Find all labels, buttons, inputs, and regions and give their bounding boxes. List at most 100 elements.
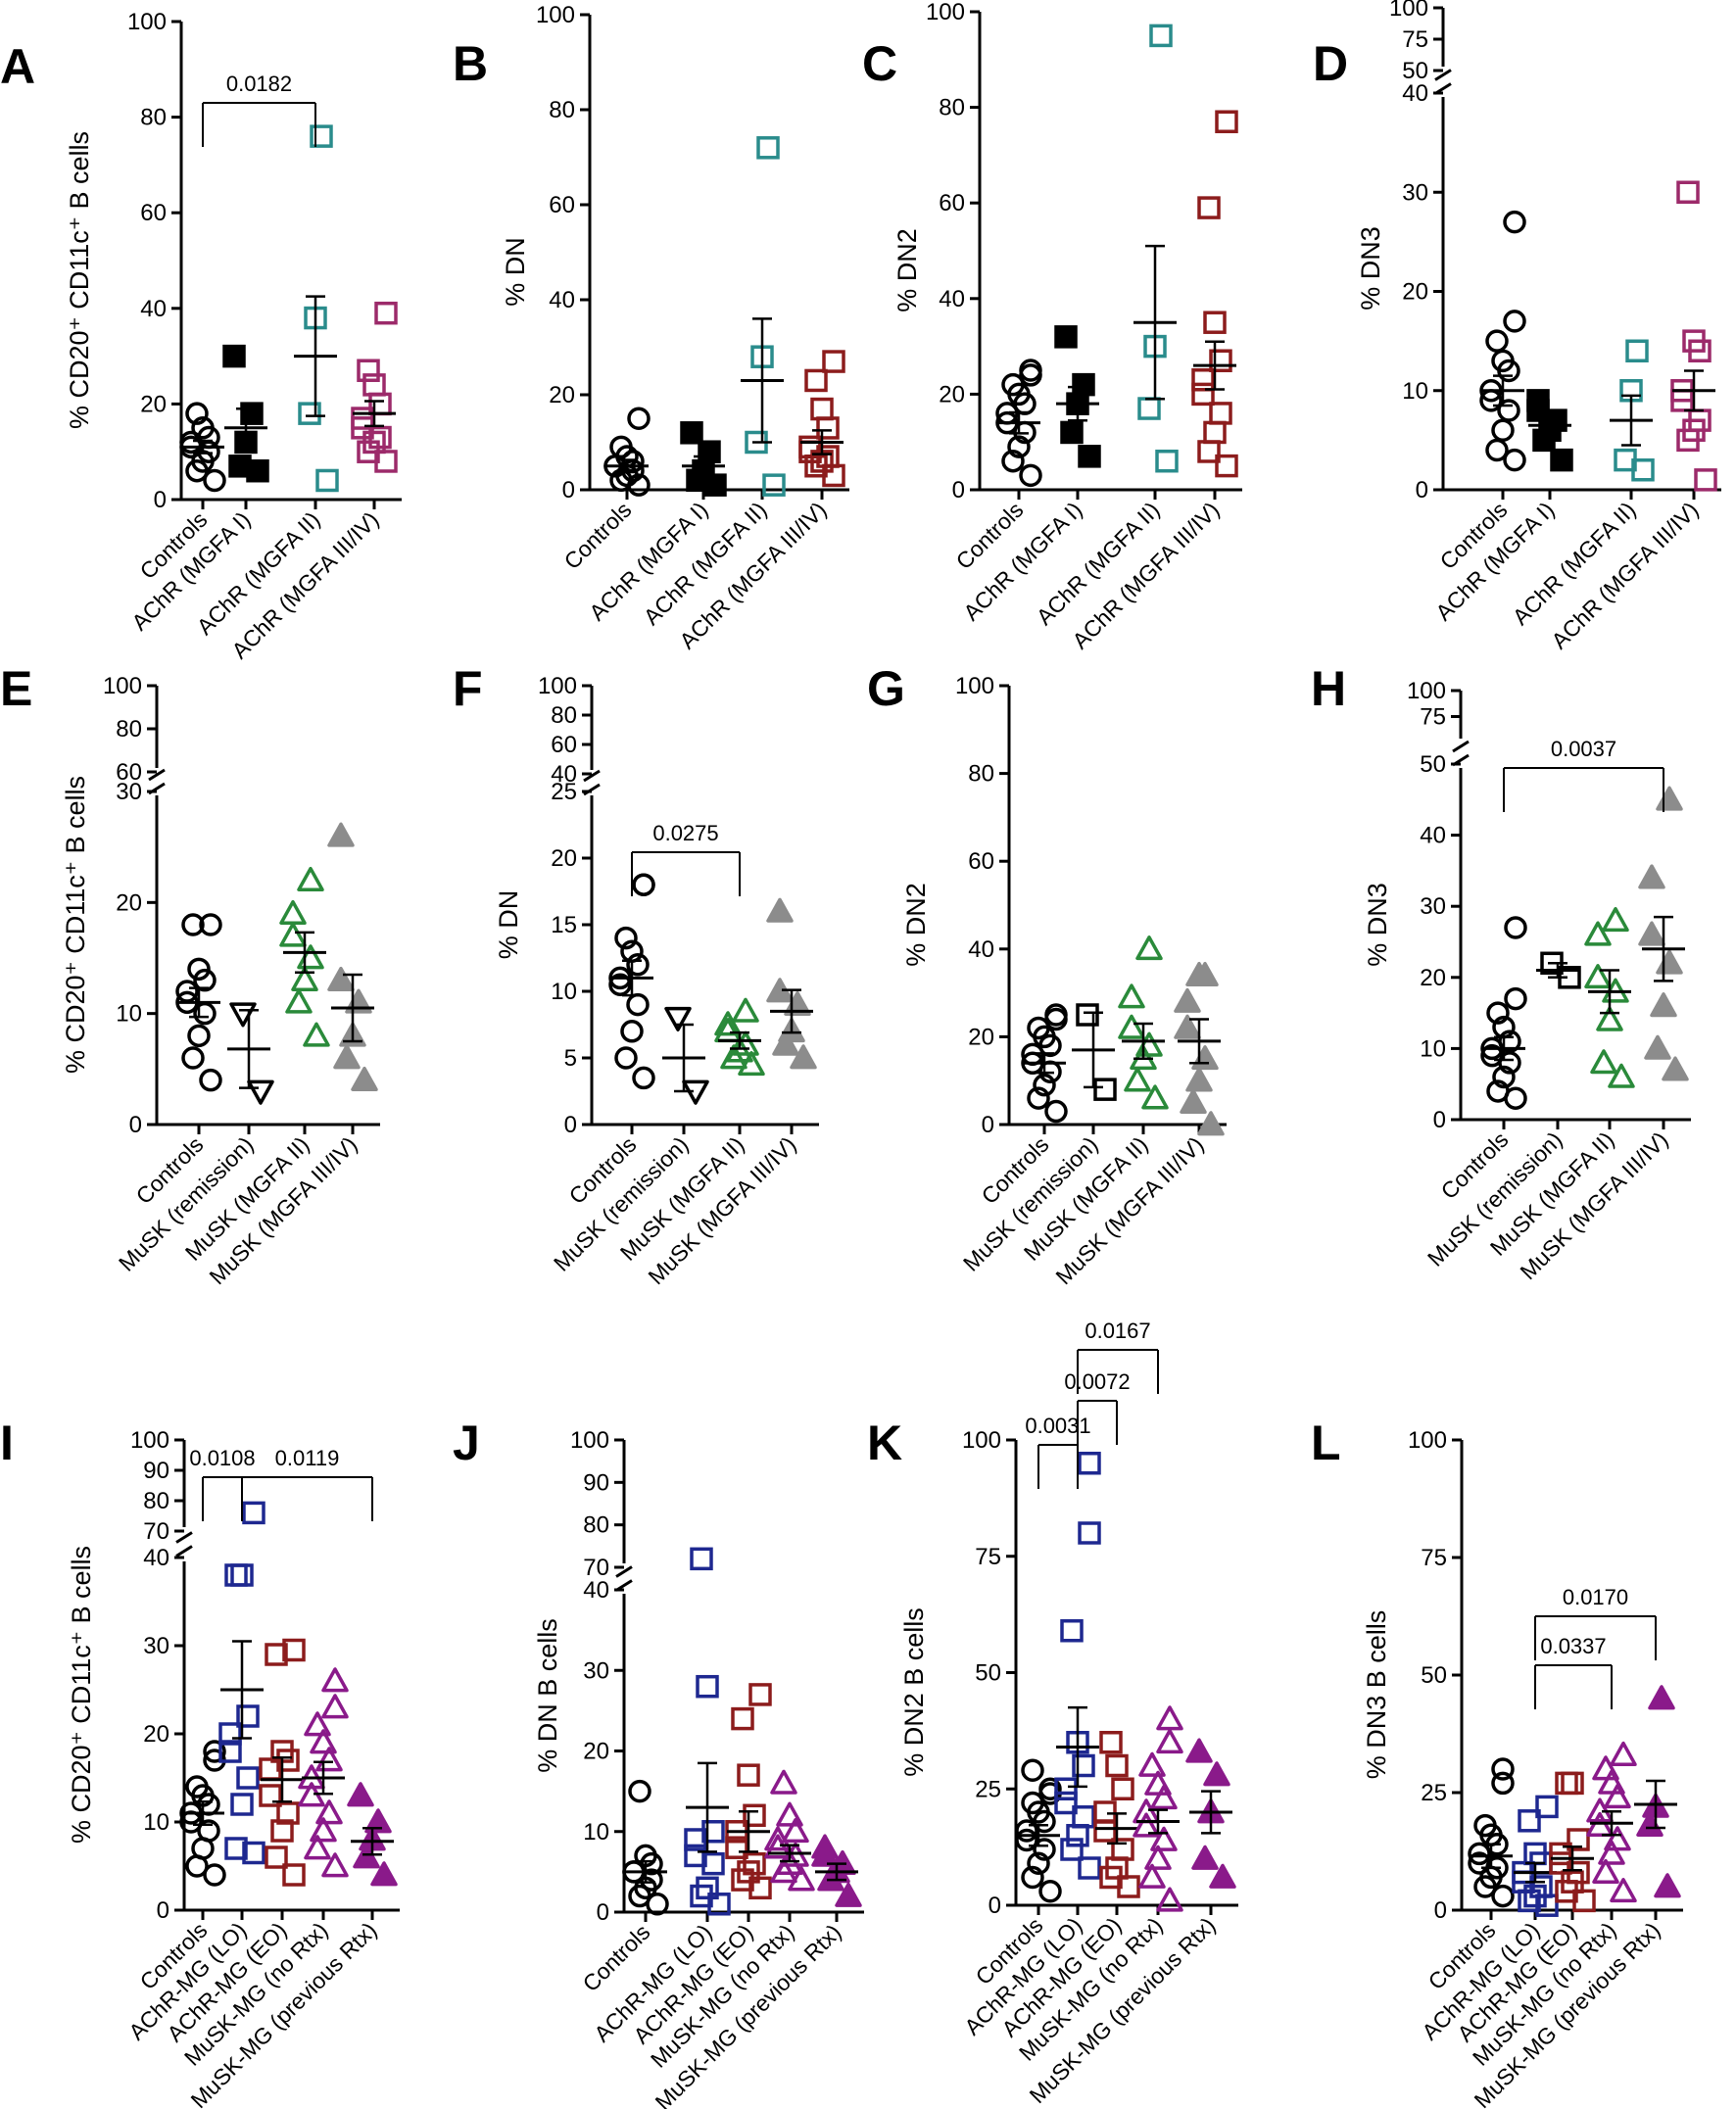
data-point — [632, 1066, 655, 1090]
data-point — [1066, 1824, 1089, 1847]
data-point — [1044, 1099, 1068, 1124]
y-tick-label: 10 — [583, 1819, 609, 1845]
data-point — [362, 430, 386, 455]
data-point — [181, 913, 205, 936]
series-musk-mg-previous-rtx- — [811, 1834, 862, 1907]
y-tick-label: 0 — [1434, 1897, 1447, 1924]
data-point — [1093, 1800, 1117, 1824]
data-point — [608, 973, 632, 996]
y-tick-label: 20 — [1402, 279, 1428, 306]
data-point — [1033, 1073, 1056, 1097]
data-point — [1138, 1751, 1166, 1777]
series-achr-mg-eo- — [1549, 1771, 1596, 1913]
panel-label: D — [1313, 36, 1348, 91]
y-tick-label: 75 — [975, 1544, 1001, 1570]
data-point — [632, 873, 655, 896]
data-point — [1567, 1828, 1590, 1851]
p-value-label: 0.0119 — [275, 1446, 340, 1470]
data-point — [1584, 921, 1612, 946]
y-axis-label: % CD20⁺ CD11c⁺ B cells — [65, 131, 94, 429]
p-value-label: 0.0182 — [226, 72, 292, 96]
axis-break-mark — [175, 1531, 193, 1544]
data-point — [1060, 1838, 1084, 1861]
y-tick-label: 10 — [551, 979, 577, 1005]
data-point — [762, 473, 786, 497]
data-point — [203, 468, 226, 493]
data-point — [1638, 864, 1665, 889]
data-point — [798, 435, 822, 459]
data-point — [1038, 1880, 1062, 1903]
panel-label: A — [0, 39, 35, 94]
data-point — [297, 944, 324, 970]
y-tick-label: 0 — [597, 1899, 609, 1926]
y-tick-label: 10 — [116, 1001, 142, 1028]
y-tick-label: 60 — [549, 192, 575, 218]
data-point — [228, 455, 252, 478]
data-point — [1019, 463, 1042, 488]
data-point — [782, 1818, 809, 1844]
p-value-label: 0.0337 — [1540, 1634, 1606, 1658]
series-achr-mgfa-iii-iv- — [1191, 110, 1238, 478]
data-point — [1191, 1845, 1219, 1870]
data-point — [628, 1779, 651, 1803]
data-point — [1518, 1809, 1541, 1833]
panel-label: G — [867, 661, 905, 716]
data-point — [1485, 438, 1509, 462]
data-point — [1491, 1884, 1515, 1908]
data-point — [1676, 180, 1700, 204]
data-point — [247, 1079, 274, 1105]
series-controls — [1021, 1003, 1068, 1124]
data-point — [680, 421, 703, 445]
data-point — [1144, 1770, 1172, 1796]
data-point — [1485, 329, 1509, 353]
data-point — [1033, 1838, 1056, 1861]
data-point — [279, 922, 307, 947]
data-point — [620, 1020, 644, 1043]
data-point — [1155, 449, 1179, 473]
data-point — [609, 435, 633, 459]
data-point — [1180, 1088, 1207, 1114]
series-musk-mg-no-rtx- — [298, 1667, 349, 1878]
series-achr-mgfa-ii- — [1610, 339, 1655, 482]
data-point — [1001, 372, 1025, 397]
data-point — [1662, 1056, 1689, 1081]
p-value-label: 0.0108 — [189, 1446, 255, 1470]
data-point — [1215, 454, 1238, 478]
data-point — [738, 1051, 765, 1077]
y-tick-label: 100 — [103, 673, 142, 699]
data-point — [1156, 1729, 1183, 1754]
data-point — [743, 1851, 766, 1876]
comparison-bracket: 0.0072 — [1064, 1369, 1131, 1445]
data-point — [1141, 1084, 1169, 1110]
y-tick-label: 50 — [1421, 1662, 1447, 1689]
data-point — [282, 1863, 306, 1887]
panel-label: E — [0, 661, 32, 716]
data-point — [1197, 196, 1221, 219]
data-point — [364, 1808, 392, 1834]
data-point — [1491, 349, 1515, 373]
data-point — [242, 1841, 265, 1865]
comparison-bracket: 0.0170 — [1534, 1585, 1657, 1660]
series-musk-mg-no-rtx- — [1586, 1741, 1637, 1903]
data-point — [236, 1766, 260, 1790]
data-point — [1135, 935, 1163, 961]
data-point — [1592, 1858, 1619, 1884]
y-tick-label: 100 — [955, 673, 994, 699]
data-point — [199, 913, 222, 936]
comparison-bracket: 0.0167 — [1077, 1318, 1159, 1394]
data-point — [1076, 1003, 1099, 1027]
series-controls — [622, 1779, 669, 1916]
data-point — [1078, 445, 1101, 468]
data-point — [810, 397, 834, 421]
series-musk-mg-previous-rtx- — [1185, 1738, 1236, 1889]
axis-break-mark — [175, 1545, 193, 1558]
y-tick-label: 20 — [939, 381, 965, 407]
data-point — [1497, 399, 1520, 422]
data-point — [822, 350, 845, 373]
y-tick-label: 80 — [939, 95, 965, 121]
data-point — [370, 1861, 398, 1887]
